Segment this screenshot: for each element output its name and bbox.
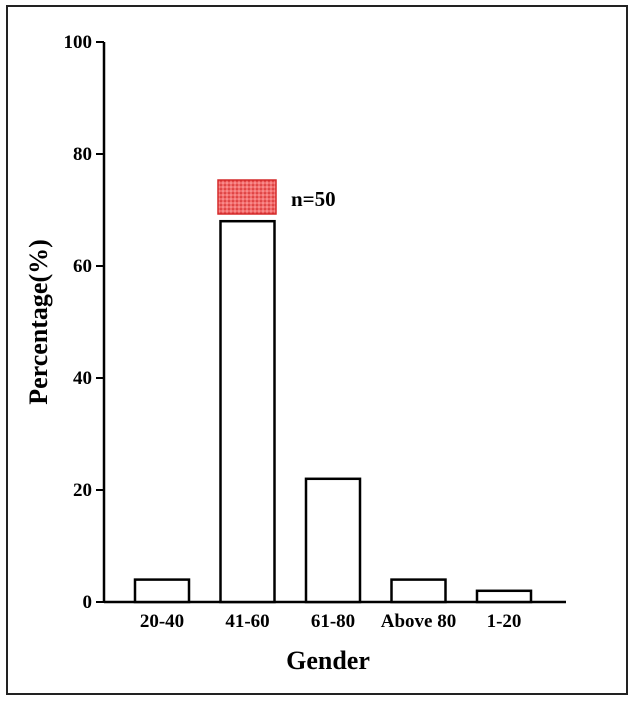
x-tick-label: Above 80 — [381, 611, 456, 632]
legend-swatch — [217, 179, 277, 215]
y-tick-label: 60 — [73, 256, 92, 277]
y-tick-label: 0 — [83, 592, 93, 613]
bar-above-80 — [390, 578, 447, 604]
bar-20-40 — [133, 578, 191, 604]
x-tick-label: 20-40 — [140, 611, 184, 632]
x-axis-title: Gender — [286, 646, 370, 675]
x-tick-labels: 20-40 41-60 61-80 Above 80 1-20 — [140, 611, 522, 632]
x-tick-label: 41-60 — [225, 611, 269, 632]
y-tick-label: 20 — [73, 480, 92, 501]
bars — [133, 219, 533, 604]
y-tick-label: 40 — [73, 368, 92, 389]
legend-label: n=50 — [291, 187, 336, 211]
legend: n=50 — [217, 179, 336, 215]
bar-1-20 — [475, 589, 533, 604]
y-ticks: 0 20 40 60 80 100 — [64, 32, 104, 613]
bar-61-80 — [304, 477, 362, 604]
x-tick-label: 61-80 — [311, 611, 355, 632]
x-tick-label: 1-20 — [487, 611, 522, 632]
y-tick-label: 80 — [73, 144, 92, 165]
y-axis-title: Percentage(%) — [24, 239, 53, 405]
bar-41-60 — [219, 219, 276, 604]
y-tick-label: 100 — [64, 32, 93, 53]
